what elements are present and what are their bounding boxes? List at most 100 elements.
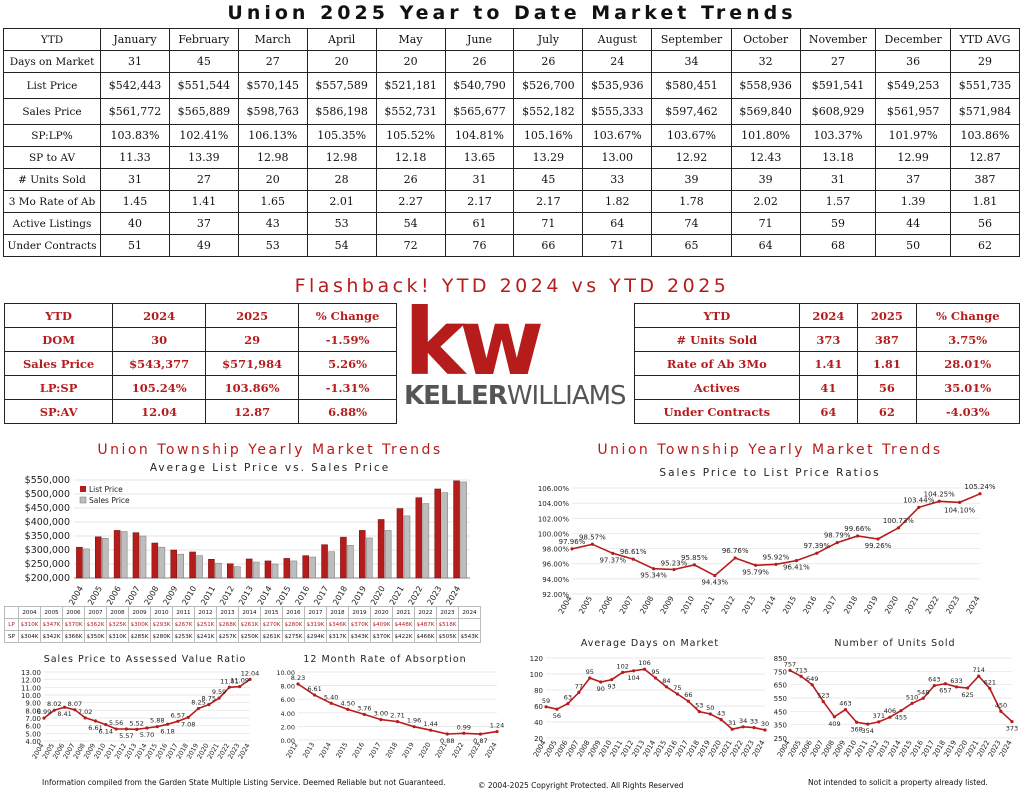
compare-row: Actives 41 56 35.01% [634,375,1021,400]
data-label: 2.71 [390,712,404,720]
compare-cell: 30 [112,327,207,352]
lp-sp-cell: $350K [84,630,107,643]
bar-list-price [321,544,328,579]
data-label: 8.75 [202,695,216,703]
compare-column-header: 2024 [798,303,859,328]
row-label: Days on Market [3,50,101,73]
data-point [966,686,970,690]
table-cell: $540,790 [444,72,515,99]
column-header: July [513,28,584,51]
table-cell: 1.45 [100,190,170,213]
table-cell: $561,772 [100,98,170,125]
x-tick-label: 2014 [318,741,333,759]
lp-sp-year: 2005 [40,606,63,619]
data-point [899,709,903,713]
data-point [621,670,625,674]
compare-cell: 56 [857,375,917,400]
y-tick-label: 12.00 [21,677,41,685]
x-tick-label: 2015 [334,741,349,759]
compare-row: Sales Price $543,377 $571,984 5.26% [3,351,397,376]
compare-column-header: YTD [634,303,800,328]
data-label: 6.57 [171,711,185,719]
data-point [196,706,201,711]
table-cell: 13.39 [168,146,239,169]
lp-sp-year: 2009 [128,606,151,619]
compare-column-header: YTD [3,303,114,328]
data-point [73,708,77,712]
days-on-market-chart: 2040608010012059200456200563200677200795… [530,655,770,758]
y-tick-label: 96.00% [542,561,569,569]
lp-sp-cell: $293K [150,618,173,631]
lp-sp-year: 2012 [194,606,217,619]
data-point [93,719,98,723]
bar-list-price [415,497,423,579]
data-label: 104 [627,674,639,682]
compare-column-header: % Change [915,303,1021,328]
lp-sp-cell: $370K [370,630,393,643]
x-tick-label: 2018 [384,741,399,759]
data-point [166,722,170,726]
lp-sp-cell: $250K [238,630,261,643]
x-tick-label: 2018 [842,594,859,615]
table-cell: 104.81% [444,124,515,147]
x-tick-label: 2014 [760,594,777,615]
table-cell: 64 [582,212,653,235]
lp-sp-year: 2016 [282,606,305,619]
x-tick-label: 2005 [86,585,104,607]
lp-sp-row: SP $304K $342K $366K $350K $310K $285K $280K $25… [4,630,481,643]
data-label: 6.18 [160,727,174,735]
y-tick-label: 2.00 [281,723,295,731]
data-label: 63 [564,694,572,702]
y-tick-label: 650 [774,682,787,690]
table-cell: 28 [306,168,377,191]
data-point [83,716,87,720]
data-label: 409 [828,720,840,728]
table-cell: $555,333 [582,98,653,125]
data-label: 102 [616,662,628,670]
data-point [958,500,962,504]
x-tick-label: 2020 [417,741,432,759]
table-cell: 103.86% [949,124,1021,147]
data-point [855,720,859,724]
table-cell: 13.29 [513,146,584,169]
kw-logo-mark: kw [404,300,541,396]
compare-row: SP:AV 12.04 12.87 6.88% [3,399,397,424]
table-row: Under Contracts 51 49 53 54 72 76 66 71 65 64 68 50 6… [3,234,1021,257]
data-label: 510 [906,693,918,701]
data-point [932,684,936,688]
x-tick-label: 2007 [124,585,142,607]
svg-text:KELLERWILLIAMS.: KELLERWILLIAMS. [404,381,628,411]
table-cell: 105.16% [513,124,584,147]
data-point [843,708,848,712]
table-cell: 76 [444,234,515,257]
x-tick-label: 2021 [903,594,920,615]
compare-column-header: 2024 [112,303,207,328]
column-header: December [875,28,951,51]
data-label: 643 [928,676,940,684]
table-cell: 12.92 [651,146,732,169]
x-tick-label: 2009 [161,585,179,607]
legend-swatch-list [80,486,86,492]
data-label: 5.56 [109,719,123,727]
x-tick-label: 2005 [577,594,594,615]
data-point [296,682,300,686]
data-point [713,574,717,578]
lp-sp-cell: $370K [348,618,371,631]
data-label: 97.37% [599,556,626,564]
data-point [943,682,947,686]
data-point [653,676,658,680]
table-cell: 50 [875,234,951,257]
data-label: 99.66% [844,525,871,533]
table-cell: 1.41 [168,190,239,213]
data-point [631,557,635,561]
units-sold-chart: 2503504505506507508507572004713200564920… [774,655,1019,758]
data-point [978,492,982,496]
data-point [708,712,712,716]
lp-sp-cell: $370K [62,618,85,631]
data-label: 34 [739,717,747,725]
footer-copyright: © 2004-2025 Copyright Protected. All Rig… [478,781,684,790]
bar-list-price [302,555,309,579]
bar-list-price [151,542,159,579]
bar-list-price [453,480,460,579]
y-tick-label: 60 [534,703,543,711]
